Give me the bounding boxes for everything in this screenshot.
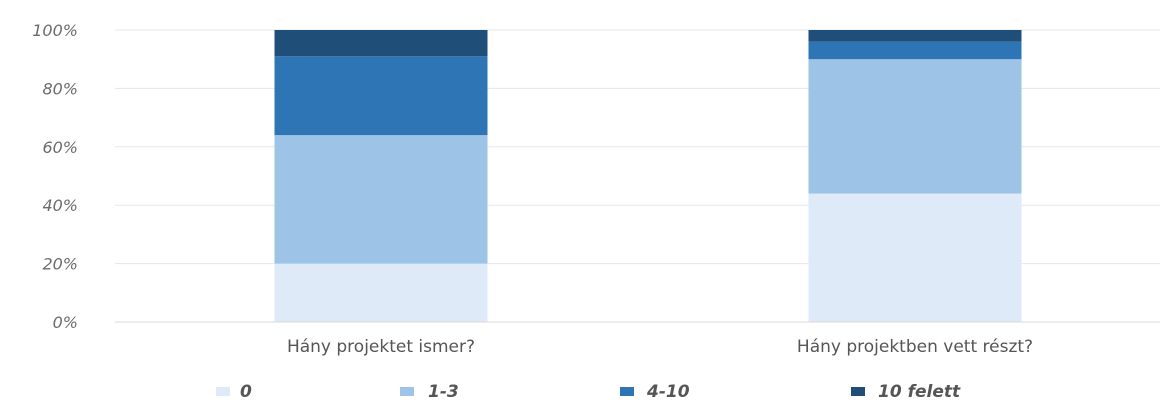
bar-segment [274, 135, 488, 264]
legend-label: 10 felett [878, 382, 961, 402]
legend-label: 4-10 [646, 382, 690, 402]
bar-segment [808, 41, 1022, 60]
legend-swatch [216, 387, 230, 396]
y-tick-label: 60% [42, 138, 78, 157]
legend-label: 0 [240, 382, 252, 402]
bar-segment [808, 193, 1022, 322]
bar-segment [274, 56, 488, 136]
bars [274, 30, 1022, 322]
x-category-label: Hány projektben vett részt? [797, 337, 1033, 357]
y-tick-label: 40% [42, 196, 78, 215]
y-tick-label: 0% [53, 313, 78, 332]
y-tick-label: 80% [42, 79, 78, 98]
y-axis-tick-labels: 0% 20% 40% 60% 80% 100% [32, 21, 78, 332]
legend: 0 1-3 4-10 10 felett [216, 382, 961, 402]
x-category-label: Hány projektet ismer? [287, 337, 475, 357]
bar-segment [274, 263, 488, 322]
legend-label: 1-3 [428, 382, 459, 402]
legend-swatch [620, 387, 634, 396]
y-tick-label: 100% [32, 21, 78, 40]
y-tick-label: 20% [42, 255, 78, 274]
legend-swatch [851, 387, 865, 396]
legend-swatch [400, 387, 414, 396]
x-axis-category-labels: Hány projektet ismer? Hány projektben vet… [287, 337, 1033, 357]
bar-segment [808, 30, 1022, 42]
bar-segment [274, 30, 488, 57]
bar-segment [808, 59, 1022, 194]
